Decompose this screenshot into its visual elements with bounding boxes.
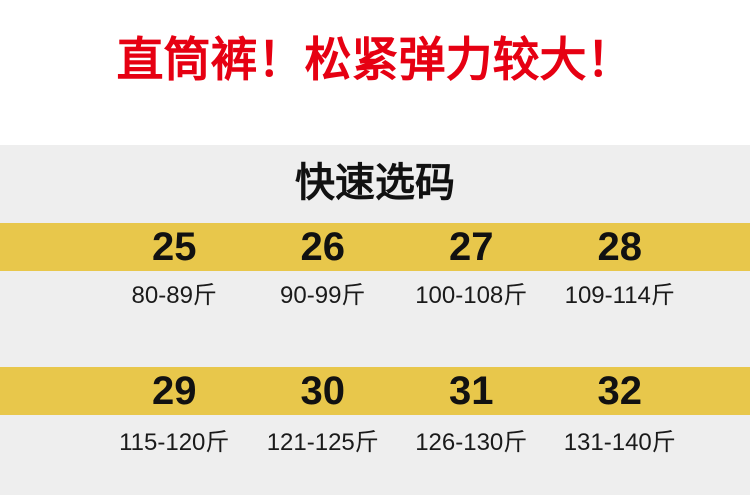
- weight-row-2: 115-120斤 121-125斤 126-130斤 131-140斤: [0, 431, 750, 455]
- weight-range: 100-108斤: [415, 282, 528, 309]
- size-value: 27: [449, 225, 494, 269]
- weight-range: 126-130斤: [415, 429, 528, 456]
- weight-range: 80-89斤: [131, 282, 217, 309]
- size-value: 29: [152, 369, 197, 413]
- size-value: 26: [300, 225, 346, 269]
- size-band-row-1: 25 26 27 28: [0, 223, 750, 271]
- size-value: 31: [449, 369, 494, 413]
- weight-range: 115-120斤: [119, 429, 230, 456]
- size-value: 25: [152, 225, 197, 269]
- section-title: 快速选码: [295, 161, 455, 205]
- banner-title: 直筒裤！松紧弹力较大！: [116, 33, 634, 86]
- weight-range: 109-114斤: [564, 282, 675, 309]
- size-value: 30: [300, 369, 346, 413]
- size-panel: 快速选码 25 26 27 28 80-89斤 90-99斤 100-108斤 …: [0, 145, 750, 495]
- weight-range: 90-99斤: [280, 282, 366, 309]
- size-band-row-2: 29 30 31 32: [0, 367, 750, 415]
- weight-range: 131-140斤: [563, 429, 676, 456]
- size-value: 32: [597, 369, 643, 413]
- size-value: 28: [597, 225, 643, 269]
- weight-range: 121-125斤: [266, 429, 379, 456]
- banner: 直筒裤！松紧弹力较大！: [0, 0, 750, 145]
- weight-row-1: 80-89斤 90-99斤 100-108斤 109-114斤: [0, 284, 750, 308]
